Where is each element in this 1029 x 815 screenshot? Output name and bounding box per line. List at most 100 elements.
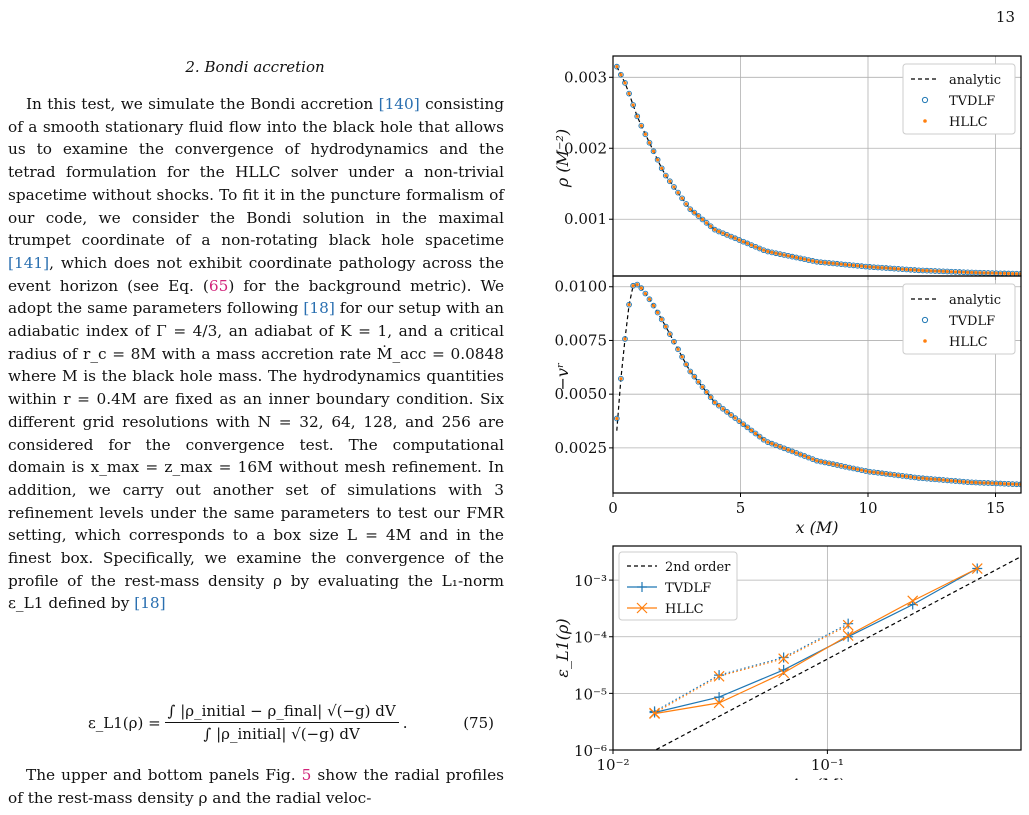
hllc-marker	[762, 438, 766, 442]
hllc-marker	[660, 166, 664, 170]
hllc-marker	[651, 304, 656, 308]
hllc-marker	[815, 260, 819, 264]
tvdlf-marker	[944, 477, 951, 484]
hllc-marker	[753, 431, 758, 436]
tvdlf-marker	[667, 331, 673, 337]
tvdlf-marker	[687, 206, 694, 213]
tvdlf-marker	[817, 458, 824, 465]
hllc-marker	[802, 257, 807, 261]
tvdlf-marker	[940, 477, 947, 483]
equation-fraction: ∫ |ρ_initial − ρ_final| √(−g) dV ∫ |ρ_in…	[164, 702, 399, 743]
hllc-marker	[680, 355, 684, 359]
plus-marker	[843, 618, 854, 629]
hllc-marker	[766, 440, 770, 444]
text-run: The upper and bottom panels Fig.	[26, 766, 302, 784]
hllc-marker	[831, 462, 835, 466]
hllc-marker	[643, 132, 647, 136]
cross-reference-link[interactable]: 65	[208, 276, 229, 295]
legend-hllc-swatch	[923, 119, 927, 123]
y-tick-label: 0.002	[564, 139, 607, 157]
tvdlf-marker	[667, 178, 673, 185]
tvdlf-marker	[687, 368, 694, 375]
y-tick-label: 10⁻⁴	[574, 629, 607, 647]
citation-link[interactable]: [141]	[8, 253, 50, 272]
tvdlf-marker	[650, 148, 657, 155]
y-tick-label: 0.003	[564, 68, 607, 86]
plus-marker	[714, 670, 725, 681]
hllc-marker	[978, 481, 982, 485]
hllc-marker	[819, 459, 823, 464]
hllc-marker	[798, 452, 803, 457]
tvdlf-marker	[805, 257, 812, 263]
hllc-marker	[631, 103, 635, 107]
y-tick-label: 10⁻⁶	[574, 742, 607, 760]
hllc-marker	[1015, 272, 1019, 276]
hllc-marker	[839, 464, 843, 468]
hllc-marker	[962, 480, 966, 484]
tvdlf-marker	[866, 468, 873, 475]
tvdlf-marker	[732, 415, 738, 421]
tvdlf-marker	[973, 479, 979, 486]
cross-reference-link[interactable]: 5	[301, 766, 312, 784]
plot-area	[613, 56, 1021, 276]
y-tick-label: 0.001	[564, 210, 607, 228]
tvdlf-marker	[781, 252, 787, 258]
hllc-marker	[966, 480, 970, 484]
hllc-marker	[615, 65, 619, 69]
hllc-marker	[962, 270, 966, 274]
x-tick-label: 15	[986, 499, 1005, 517]
tvdlf-marker	[675, 346, 681, 353]
equation-tail: .	[402, 713, 408, 732]
tvdlf-marker	[634, 113, 641, 120]
hllc-marker	[684, 362, 688, 366]
tvdlf-marker	[899, 473, 906, 479]
tvdlf-marker	[879, 470, 885, 477]
convergence-line	[654, 567, 978, 714]
tvdlf-marker	[895, 472, 902, 479]
hllc-marker	[978, 271, 982, 275]
tvdlf-marker	[1001, 480, 1008, 487]
citation-link[interactable]: [18]	[134, 594, 166, 613]
hllc-marker	[782, 253, 786, 257]
tvdlf-marker	[968, 269, 975, 276]
citation-link[interactable]: [140]	[378, 95, 420, 113]
hllc-marker	[619, 377, 623, 381]
hllc-marker	[668, 179, 672, 183]
tvdlf-marker	[960, 269, 967, 276]
tvdlf-marker	[854, 262, 861, 269]
tvdlf-marker	[932, 268, 938, 274]
x-marker	[713, 670, 725, 682]
tvdlf-marker	[968, 479, 975, 486]
y-tick-label: 10⁻⁵	[574, 685, 607, 703]
tvdlf-marker	[728, 412, 734, 418]
tvdlf-marker	[895, 266, 902, 272]
hllc-marker	[917, 476, 921, 480]
hllc-marker	[1010, 272, 1015, 276]
hllc-marker	[635, 282, 639, 287]
legend-hllc-marker	[636, 602, 648, 614]
hllc-marker	[827, 261, 831, 265]
citation-link[interactable]: [18]	[303, 299, 335, 318]
tvdlf-marker	[703, 219, 710, 226]
tvdlf-marker	[850, 262, 857, 269]
tvdlf-marker	[919, 475, 926, 482]
hllc-marker	[904, 474, 909, 478]
tvdlf-marker	[997, 480, 1004, 487]
tvdlf-marker	[691, 209, 698, 216]
tvdlf-marker	[956, 269, 963, 275]
hllc-marker	[941, 269, 945, 273]
tvdlf-marker	[871, 469, 877, 476]
tvdlf-marker	[801, 256, 808, 263]
tvdlf-marker	[707, 394, 714, 401]
hllc-marker	[953, 270, 958, 274]
tvdlf-marker	[793, 254, 800, 261]
tvdlf-marker	[977, 269, 983, 276]
hllc-marker	[778, 445, 782, 449]
hllc-marker	[900, 267, 905, 271]
convergence-line	[654, 567, 978, 715]
tvdlf-marker	[915, 267, 922, 274]
tvdlf-marker	[875, 264, 881, 271]
hllc-marker	[615, 416, 619, 421]
tvdlf-marker	[928, 476, 934, 482]
legend-tvdlf-swatch	[921, 316, 929, 324]
